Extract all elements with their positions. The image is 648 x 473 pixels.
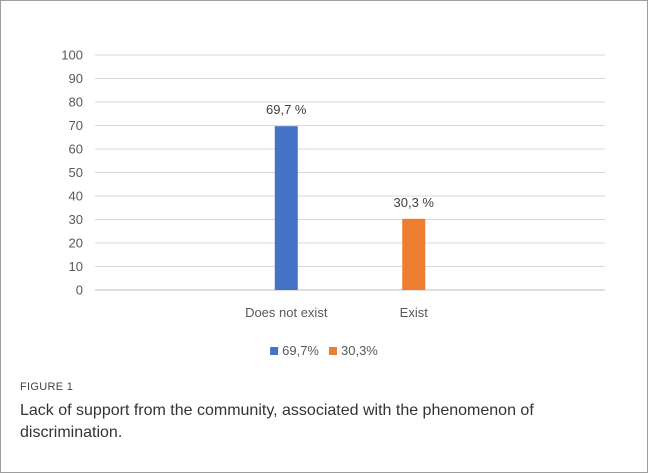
legend-label-0: 69,7% (282, 343, 319, 358)
bar-0 (274, 126, 298, 290)
legend: 69,7% 30,3% (270, 343, 378, 358)
y-tick-label-30: 30 (69, 212, 83, 227)
legend-label-1: 30,3% (341, 343, 378, 358)
y-tick-label-10: 10 (69, 259, 83, 274)
gridlines (95, 54, 605, 291)
y-tick-label-90: 90 (69, 71, 83, 86)
y-tick-label-0: 0 (76, 283, 83, 298)
data-label-0: 69,7 % (266, 102, 307, 117)
legend-swatch-0 (270, 347, 279, 355)
y-tick-label-60: 60 (69, 142, 83, 157)
bar-chart: 0 10 20 30 40 50 60 70 80 90 100 69,7 % 30,3 % Does… (61, 48, 605, 358)
data-label-1: 30,3 % (394, 195, 435, 210)
legend-swatch-1 (329, 347, 337, 355)
x-tick-label-1: Exist (400, 305, 429, 320)
bar-1 (402, 218, 426, 290)
x-tick-label-0: Does not exist (245, 305, 328, 320)
figure-label: FIGURE 1 (20, 381, 74, 393)
y-tick-label-50: 50 (69, 165, 83, 180)
y-tick-label-20: 20 (69, 236, 83, 251)
y-tick-label-100: 100 (61, 48, 83, 63)
x-axis-tick-labels: Does not exist Exist (245, 305, 428, 320)
y-axis-tick-labels: 0 10 20 30 40 50 60 70 80 90 100 (61, 48, 83, 298)
data-labels: 69,7 % 30,3 % (266, 102, 434, 210)
legend-item-0: 69,7% (270, 343, 319, 358)
y-tick-label-80: 80 (69, 95, 83, 110)
legend-item-1: 30,3% (329, 343, 378, 358)
bars (274, 126, 426, 290)
y-tick-label-40: 40 (69, 189, 83, 204)
figure-caption: Lack of support from the community, asso… (20, 402, 534, 441)
y-tick-label-70: 70 (69, 118, 83, 133)
